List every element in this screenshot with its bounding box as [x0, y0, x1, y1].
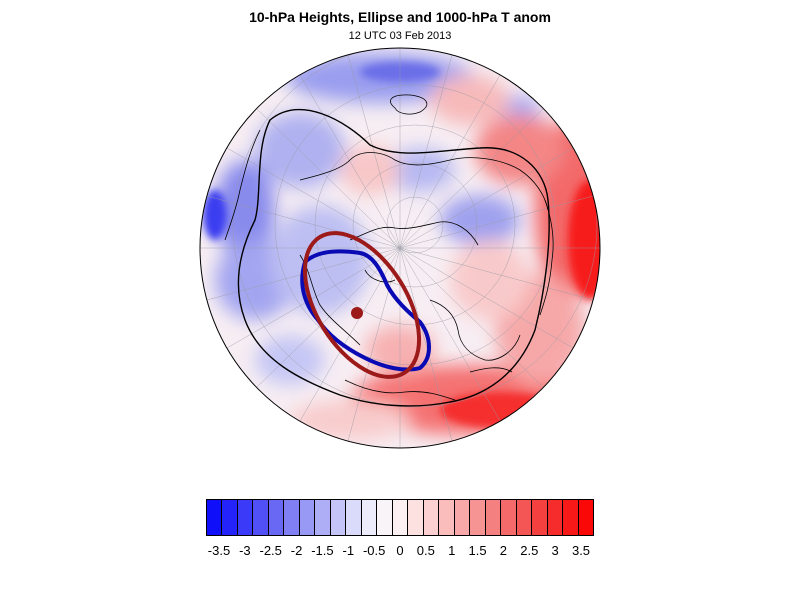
colorbar-cell: [268, 500, 285, 535]
height-contour-outer: [237, 109, 550, 407]
colorbar-tick-label: 0: [396, 543, 404, 558]
colorbar-cell: [454, 500, 471, 535]
colorbar-tick-label: 0.5: [416, 543, 435, 558]
colorbar-cell: [253, 500, 269, 535]
colorbar-tick-label: -1: [342, 543, 355, 558]
ellipse-center-marker: [351, 307, 363, 319]
colorbar-cell: [361, 500, 378, 535]
colorbar-cell: [423, 500, 440, 535]
coastlines: [224, 94, 554, 401]
colorbar-cell: [346, 500, 362, 535]
colorbar-tick-label: 1: [448, 543, 456, 558]
colorbar-tick-label: -2.5: [259, 543, 282, 558]
colorbar-labels: -3.5 -3 -2.5 -2 -1.5 -1 -0.5 0 0.5 1 1.5 2 2.5 3 3.5: [0, 543, 800, 561]
colorbar-tick-label: 1.5: [468, 543, 487, 558]
colorbar-tick-label: -0.5: [362, 543, 386, 558]
colorbar-cell: [501, 500, 517, 535]
colorbar-tick-label: 2.5: [520, 543, 539, 558]
colorbar-cell: [439, 500, 455, 535]
colorbar-cell: [516, 500, 533, 535]
colorbar-cell: [330, 500, 347, 535]
globe-outline: [199, 47, 601, 449]
colorbar-tick-label: 3: [551, 543, 559, 558]
colorbar-cell: [315, 500, 331, 535]
colorbar-tick-label: -2: [290, 543, 303, 558]
map-subtitle: 12 UTC 03 Feb 2013: [348, 30, 452, 42]
colorbar-cell: [237, 500, 254, 535]
map-title: 10-hPa Heights, Ellipse and 1000-hPa T a…: [249, 9, 551, 25]
vortex-ellipse: [302, 231, 422, 379]
colorbar-tick-label: -3.5: [207, 543, 231, 558]
colorbar-cell: [470, 500, 486, 535]
colorbar-cell: [408, 500, 424, 535]
colorbar-tick-label: -1.5: [311, 543, 334, 558]
colorbar-cell: [377, 500, 393, 535]
colorbar-tick-label: 2: [499, 543, 508, 558]
colorbar-tick-label: 3.5: [571, 543, 591, 558]
colorbar-cell: [547, 500, 564, 535]
colorbar-cell: [284, 500, 300, 535]
colorbar-cell: [563, 500, 579, 535]
colorbar-tick-label: -3: [239, 543, 251, 558]
colorbar-cell: [299, 500, 316, 535]
colorbar-cell: [207, 500, 223, 535]
colorbar-cell: [485, 500, 502, 535]
colorbar-cell: [578, 500, 594, 535]
colorbar: [206, 499, 594, 536]
colorbar-cell: [532, 500, 548, 535]
colorbar-cell: [392, 500, 409, 535]
colorbar-cell: [222, 500, 238, 535]
